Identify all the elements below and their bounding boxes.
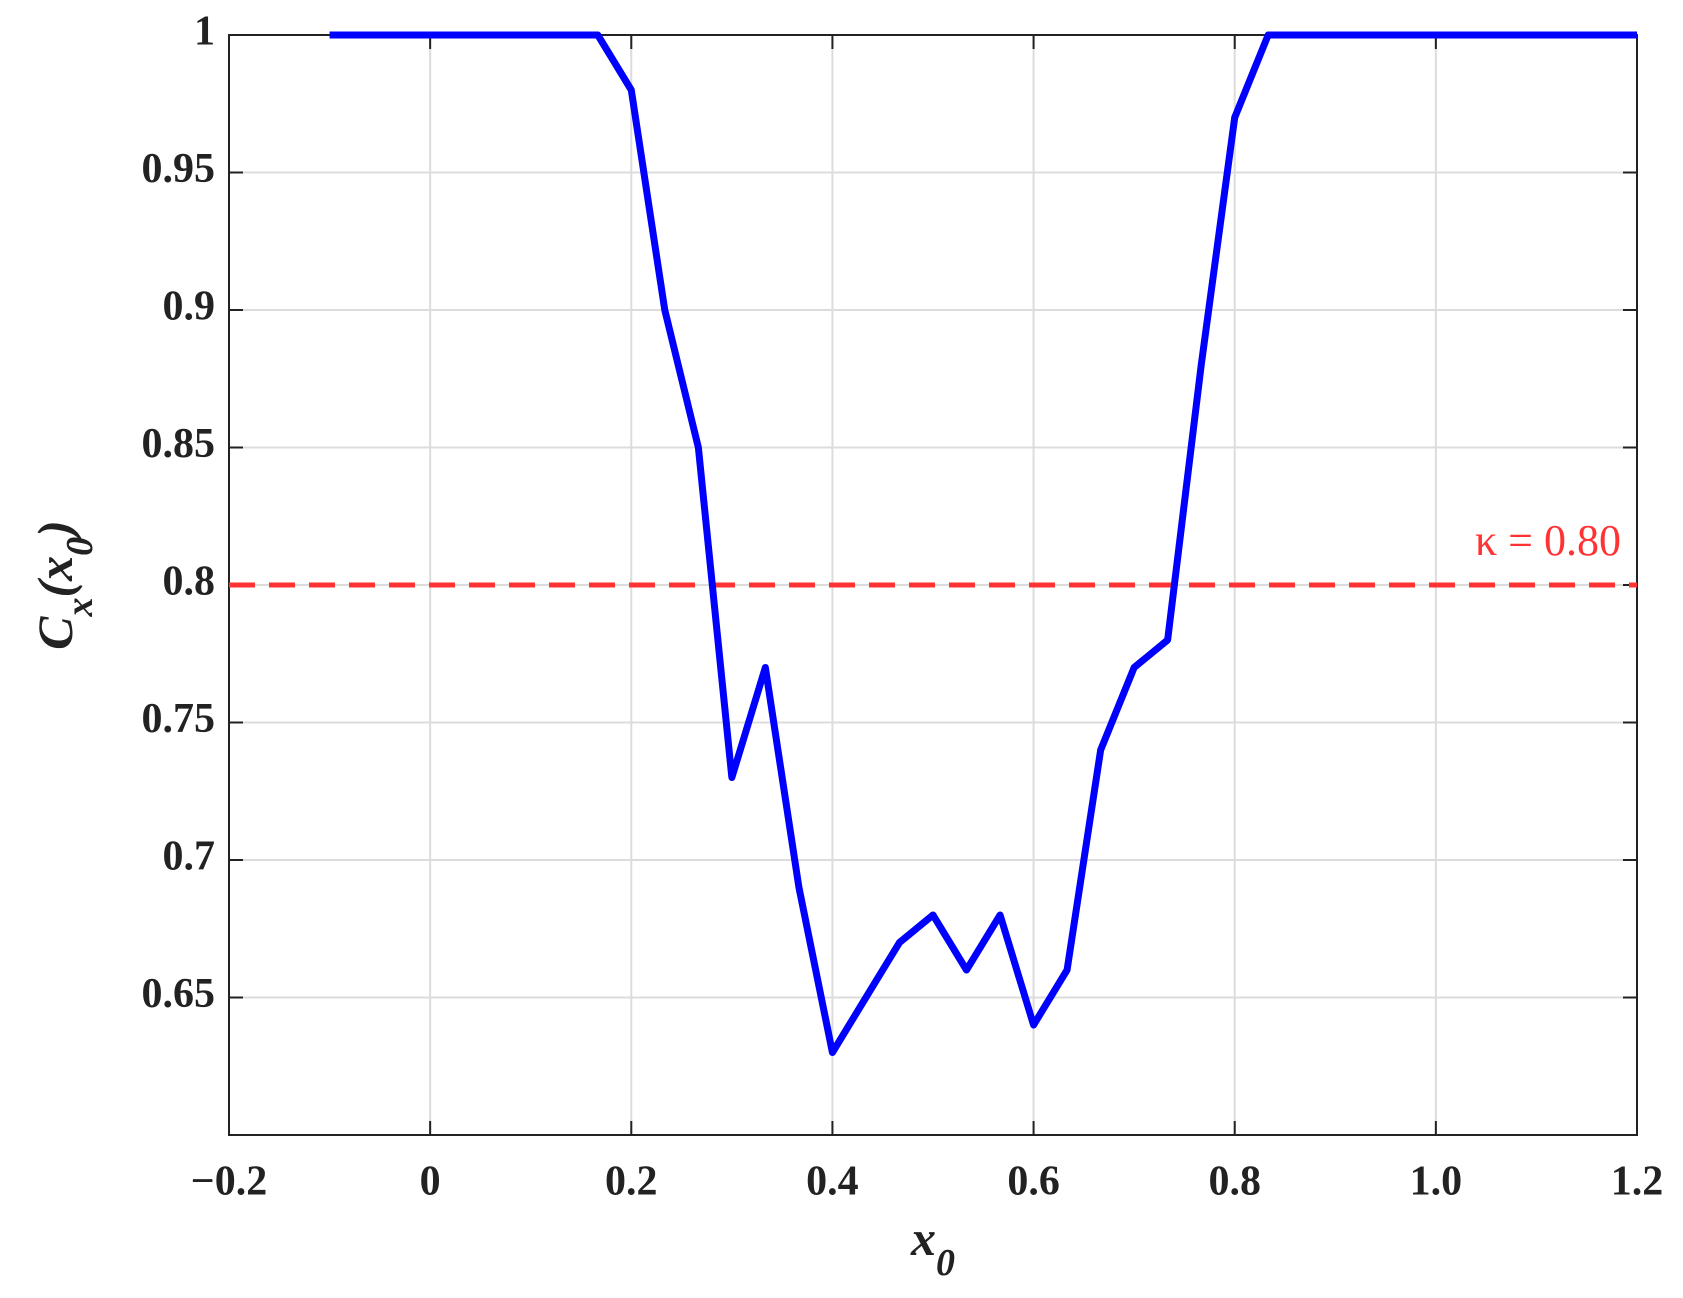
x-axis-label-part: x	[910, 1210, 936, 1266]
y-tick-label: 0.85	[142, 421, 216, 467]
y-tick-label: 1	[194, 9, 215, 55]
y-axis-label-part: C	[27, 616, 83, 650]
y-axis-label-part: x	[59, 597, 101, 617]
y-tick-label: 0.7	[163, 834, 216, 880]
y-tick-label: 0.65	[142, 971, 216, 1017]
y-tick-label: 0.75	[142, 696, 216, 742]
x-tick-label: 0	[420, 1159, 441, 1205]
y-axis-label: Cx(x0)	[27, 520, 101, 650]
x-tick-label: 0.8	[1208, 1159, 1261, 1205]
y-tick-label: 0.9	[163, 284, 216, 330]
y-tick-label: 0.95	[142, 146, 216, 192]
data-line	[329, 31, 1637, 1056]
x-tick-label: 0.4	[806, 1159, 859, 1205]
x-tick-label: 0.6	[1007, 1159, 1060, 1205]
y-axis-label-part: )	[27, 520, 83, 541]
reference-label: κ = 0.80	[1475, 516, 1621, 565]
y-axis-label-part: (x	[27, 556, 83, 598]
x-axis-label: x0	[910, 1210, 955, 1284]
x-tick-label: −0.2	[191, 1159, 267, 1205]
x-tick-label: 0.2	[605, 1159, 658, 1205]
x-axis-label-part: 0	[936, 1242, 955, 1284]
y-axis-label-part: 0	[59, 537, 101, 556]
x-tick-label: 1.0	[1410, 1159, 1463, 1205]
y-tick-label: 0.8	[163, 559, 216, 605]
x-tick-label: 1.2	[1611, 1159, 1664, 1205]
